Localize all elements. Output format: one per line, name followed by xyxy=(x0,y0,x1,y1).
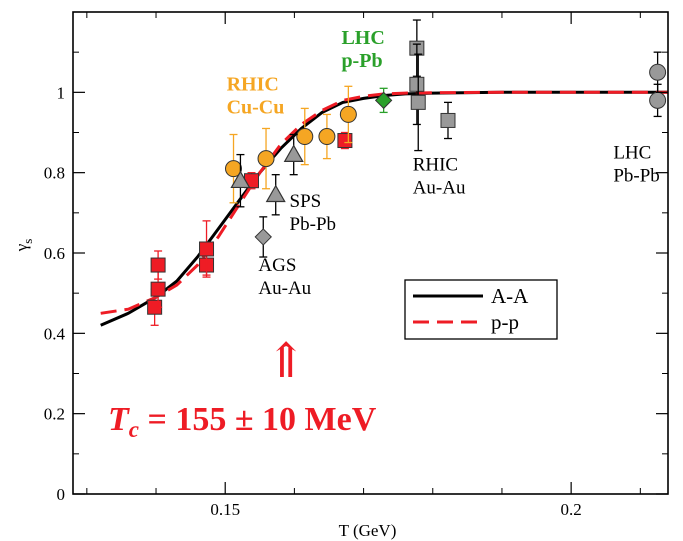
y-tick-label: 0.8 xyxy=(44,164,65,183)
data-point xyxy=(296,107,314,166)
y-tick-label: 1 xyxy=(57,83,66,102)
data-point xyxy=(337,131,353,150)
data-point xyxy=(318,113,336,160)
diamond-marker xyxy=(374,91,393,110)
square-marker xyxy=(409,76,425,92)
points-layer xyxy=(147,19,667,326)
up-arrow-icon: ⇑ xyxy=(266,335,306,388)
data-point xyxy=(283,133,304,176)
data-point xyxy=(649,83,667,118)
square-marker xyxy=(150,281,166,297)
diamond-marker xyxy=(254,228,272,246)
data-point xyxy=(199,220,215,278)
square-marker xyxy=(337,133,353,149)
data-point xyxy=(374,87,393,114)
legend: A-Ap-p xyxy=(404,279,558,340)
square-marker xyxy=(440,112,456,128)
data-point xyxy=(410,53,426,152)
x-tick-label: 0.15 xyxy=(210,500,240,519)
data-point xyxy=(230,153,251,208)
group-label: LHC Pb-Pb xyxy=(613,143,659,187)
legend-label: p-p xyxy=(491,310,519,334)
data-point xyxy=(440,101,456,140)
curve-p-p xyxy=(100,90,668,315)
circle-marker xyxy=(339,105,357,123)
y-tick-label: 0.4 xyxy=(44,324,66,343)
data-point xyxy=(254,216,272,258)
data-point xyxy=(225,133,243,204)
x-tick-label: 0.2 xyxy=(561,500,582,519)
data-point xyxy=(409,43,425,126)
group-label: LHC p-Pb xyxy=(341,27,384,72)
y-tick-label: 0.2 xyxy=(44,405,65,424)
tc-label: Tc = 155 ± 10 MeV xyxy=(108,401,377,442)
annotations-layer: RHIC Cu-Cu LHC p-Pb RHIC Au-Au SPS Pb-Pb AGS Au-A… xyxy=(227,27,660,299)
circle-marker xyxy=(257,150,275,168)
circle-marker xyxy=(225,160,243,178)
y-tick-label: 0.6 xyxy=(44,244,65,263)
square-marker xyxy=(150,257,166,273)
data-point xyxy=(339,85,357,144)
circle-marker xyxy=(649,63,667,81)
curves-layer xyxy=(100,90,668,327)
group-label: RHIC Cu-Cu xyxy=(227,73,285,118)
legend-label: A-A xyxy=(491,284,529,308)
axes-layer: 0.15 0.2 0 0.2 0.4 0.6 0.8 1 T (GeV) γs xyxy=(12,11,669,540)
group-label: RHIC Au-Au xyxy=(413,155,466,199)
triangle-marker xyxy=(230,170,251,189)
data-point xyxy=(150,250,166,280)
tc-annotation: ⇑ Tc = 155 ± 10 MeV xyxy=(108,335,377,442)
group-label: SPS Pb-Pb xyxy=(290,191,336,235)
y-tick-label: 0 xyxy=(57,485,66,504)
circle-marker xyxy=(318,128,336,146)
triangle-marker xyxy=(265,184,286,203)
data-point xyxy=(265,174,286,216)
square-marker xyxy=(199,241,215,257)
legend-box xyxy=(404,279,558,340)
y-axis-label: γs xyxy=(12,239,35,253)
data-point xyxy=(257,127,275,190)
curve-a-a xyxy=(100,90,668,327)
triangle-marker xyxy=(283,144,304,162)
circle-marker xyxy=(649,91,667,109)
x-axis-label: T (GeV) xyxy=(339,521,397,540)
circle-marker xyxy=(296,128,314,146)
square-marker xyxy=(410,94,426,110)
group-label: AGS Au-Au xyxy=(258,255,311,299)
